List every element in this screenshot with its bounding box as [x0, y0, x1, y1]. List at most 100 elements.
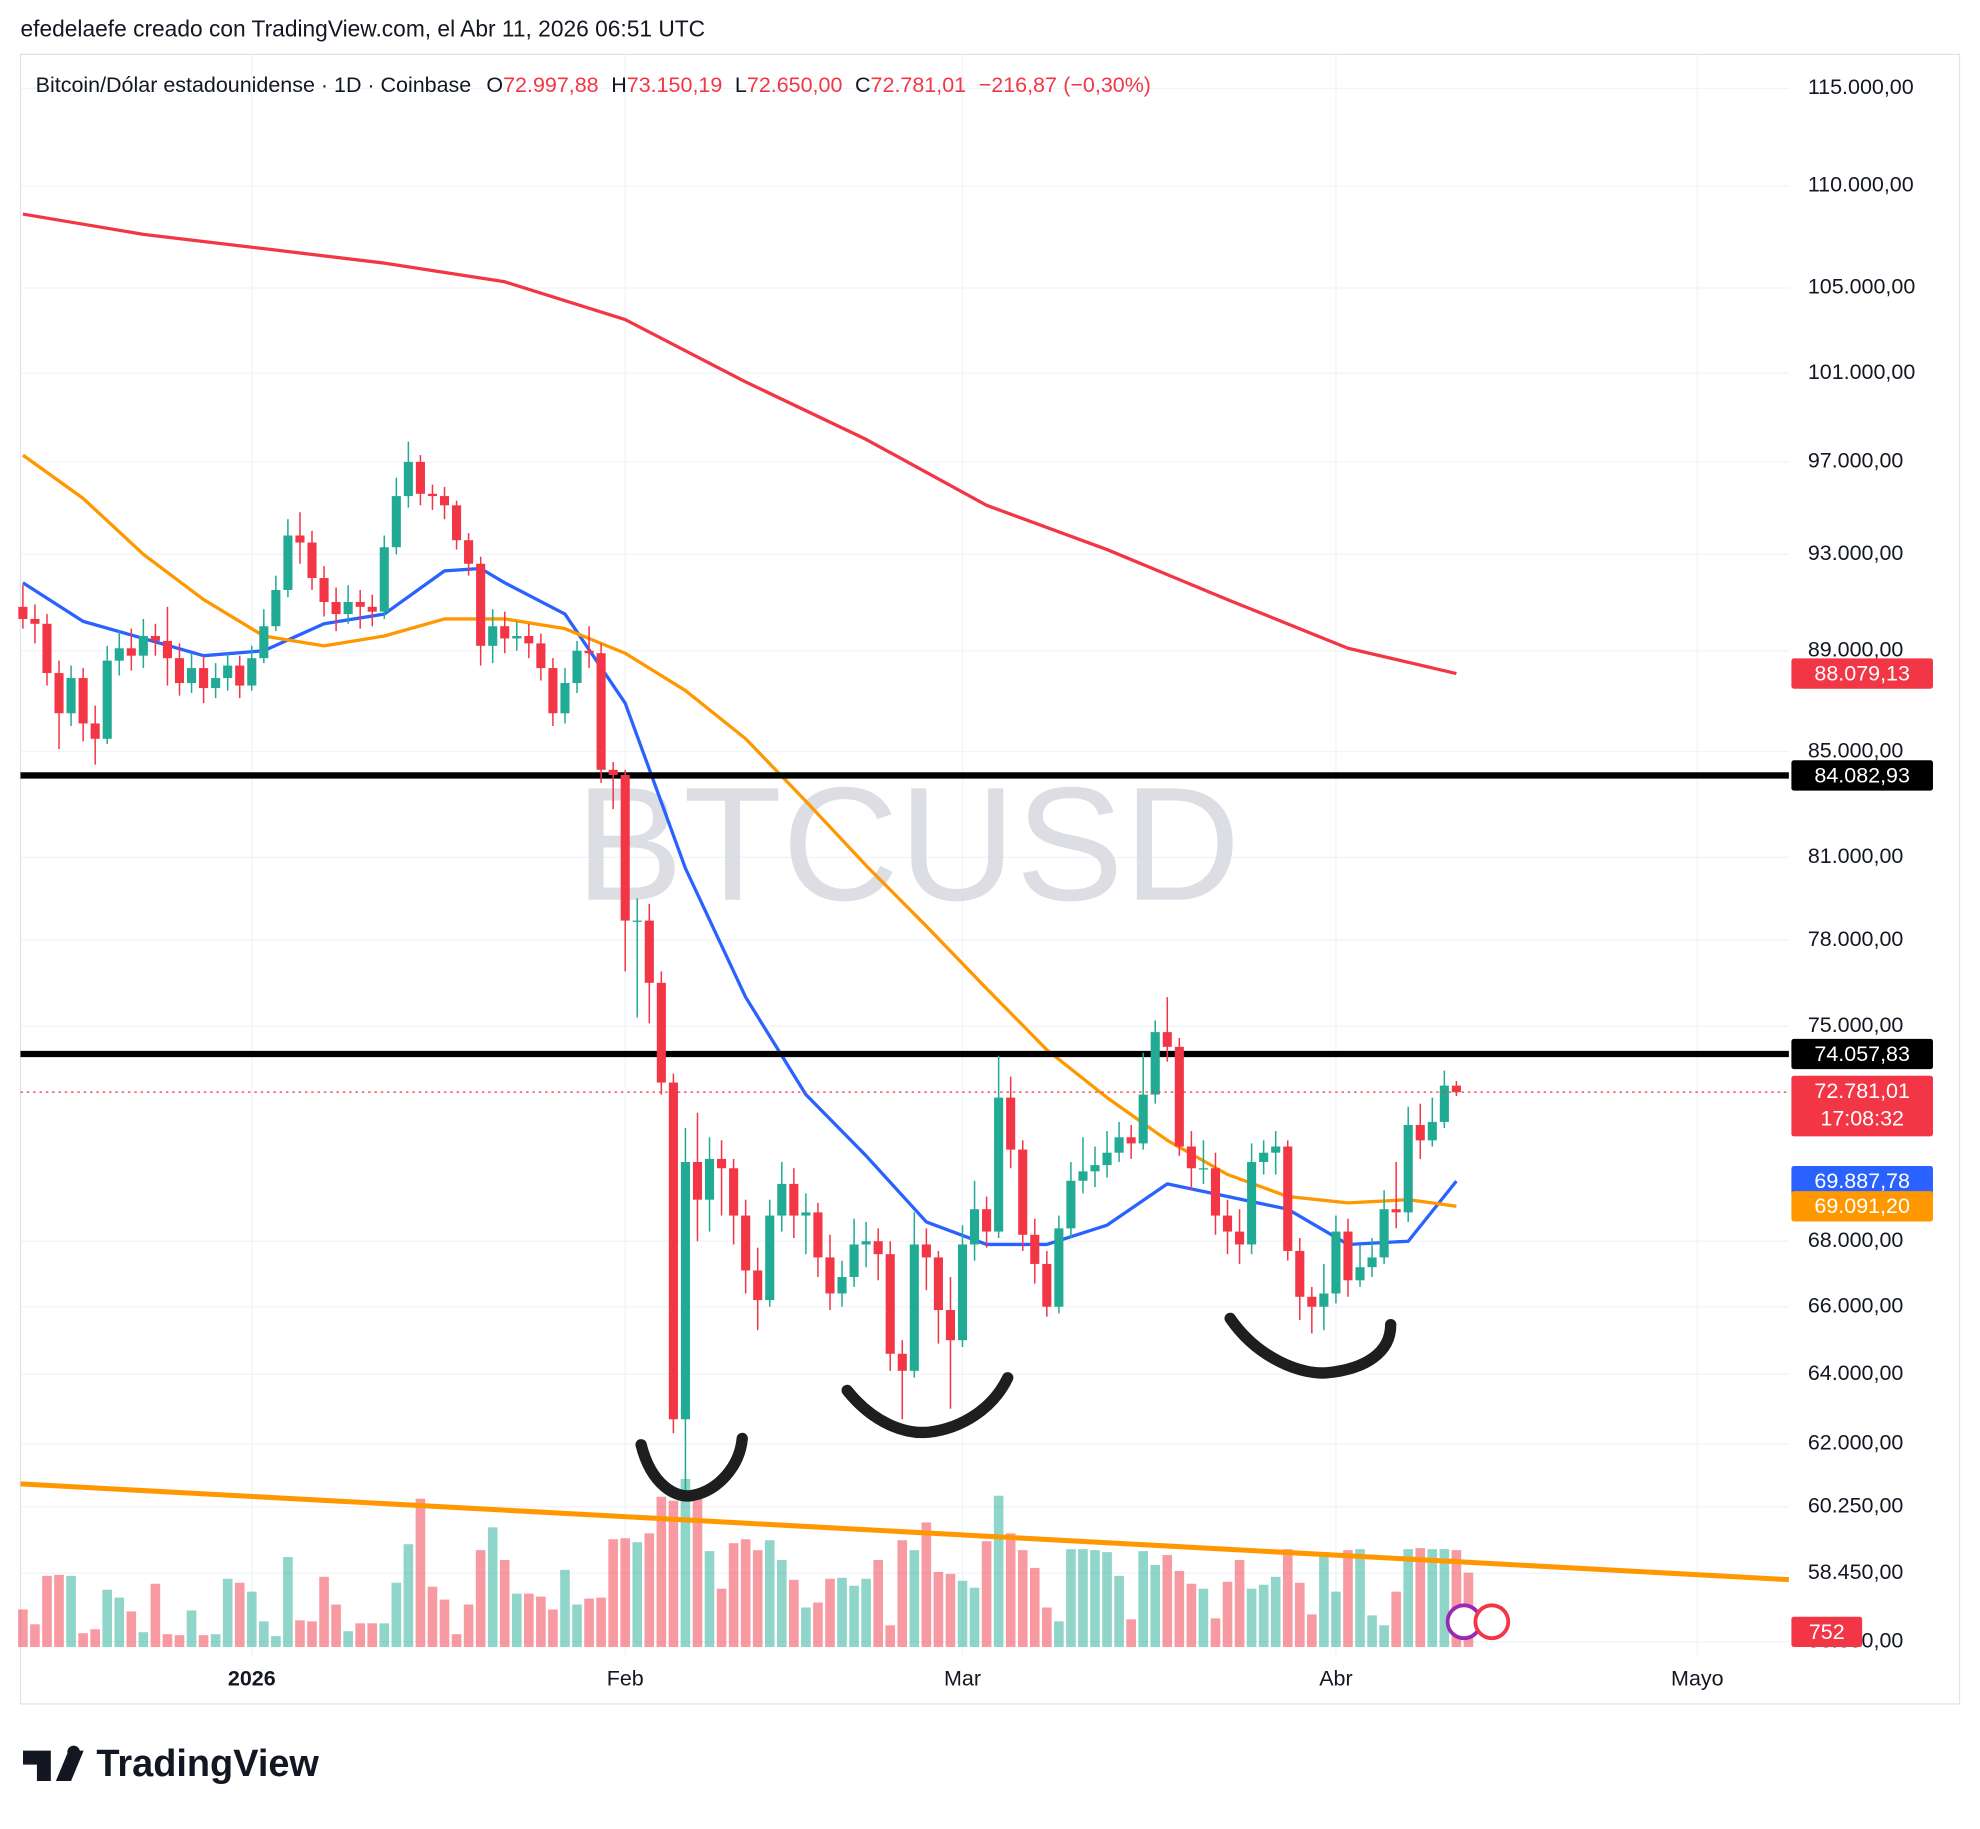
volume-bar	[777, 1560, 787, 1648]
smile-drawing	[1224, 1312, 1397, 1379]
candle-body	[343, 601, 353, 615]
candle-body	[704, 1158, 715, 1200]
legend-value: 73.150,19	[627, 73, 723, 97]
candle-body	[415, 461, 425, 494]
volume-bar	[511, 1593, 522, 1648]
candle-body	[403, 461, 413, 497]
candle-body	[379, 547, 389, 612]
candle-body	[1138, 1094, 1148, 1144]
candle-body	[126, 648, 136, 656]
volume-bar	[885, 1625, 896, 1648]
candle-body	[1355, 1267, 1365, 1281]
candle-body	[1295, 1250, 1305, 1297]
volume-bar	[1162, 1555, 1173, 1648]
volume-bar	[716, 1588, 727, 1648]
volume-bar	[1210, 1618, 1221, 1648]
volume-bar	[1078, 1549, 1088, 1648]
volume-bar	[487, 1527, 498, 1648]
x-tick-label: Feb	[607, 1667, 644, 1691]
watermark: BTCUSD	[575, 755, 1240, 935]
volume-bar	[1042, 1607, 1052, 1648]
volume-bar	[1415, 1548, 1426, 1648]
candle-body	[186, 668, 197, 684]
volume-bar	[162, 1634, 173, 1648]
volume-bar	[1090, 1550, 1100, 1648]
candle-body	[1054, 1228, 1064, 1307]
volume-bar	[198, 1635, 209, 1648]
candle-body	[1222, 1215, 1233, 1232]
volume-bar	[42, 1575, 52, 1648]
candle-body	[909, 1244, 919, 1371]
candle-body	[235, 665, 245, 686]
candle-body	[632, 920, 642, 922]
legend-change: −216,87	[979, 73, 1057, 97]
volume-bar	[451, 1634, 462, 1648]
y-tick-label: 64.000,00	[1808, 1361, 1904, 1385]
candle-body	[765, 1215, 775, 1301]
candle-body	[1006, 1097, 1016, 1150]
trendline	[20, 1481, 1790, 1583]
candle-body	[307, 542, 317, 579]
volume-bar	[186, 1610, 197, 1648]
volume-bar	[1017, 1550, 1028, 1648]
volume-bar	[307, 1621, 317, 1648]
legend-key: L	[735, 73, 747, 97]
volume-bar	[704, 1551, 715, 1648]
legend-value: 72.650,00	[747, 73, 843, 97]
volume-tag-bg	[1791, 1616, 1863, 1648]
candle-body	[1247, 1162, 1257, 1245]
volume-bar	[740, 1539, 751, 1648]
candle-body	[223, 665, 233, 679]
candle-body	[1198, 1168, 1208, 1170]
volume-bar	[271, 1636, 281, 1648]
candle-body	[560, 683, 570, 714]
volume-bar	[1186, 1583, 1197, 1648]
volume-bar	[813, 1602, 823, 1648]
candle-body	[30, 618, 40, 624]
moving-average	[22, 212, 1457, 676]
volume-bar	[475, 1550, 486, 1648]
candle-body	[319, 578, 329, 602]
y-tick-label: 115.000,00	[1808, 75, 1914, 99]
volume-bar	[536, 1596, 546, 1648]
candle-body	[367, 606, 377, 612]
candle-body	[741, 1215, 751, 1271]
candle-body	[885, 1254, 895, 1354]
volume-bar	[331, 1604, 341, 1648]
candle-body	[1391, 1209, 1401, 1213]
y-tick-label: 110.000,00	[1808, 173, 1914, 197]
volume-bar	[897, 1540, 908, 1648]
candle-body	[789, 1183, 799, 1216]
volume-bar	[849, 1585, 859, 1648]
candle-body	[102, 660, 112, 739]
event-icon[interactable]	[1473, 1603, 1511, 1641]
candle-body	[994, 1097, 1004, 1232]
candle-body	[572, 650, 582, 684]
y-tick-label: 105.000,00	[1808, 275, 1916, 299]
volume-bar	[668, 1500, 679, 1648]
candle-body	[1210, 1168, 1221, 1216]
candle-body	[1042, 1263, 1052, 1307]
candle-body	[596, 653, 606, 770]
volume-bar	[969, 1587, 980, 1648]
x-tick-label: Abr	[1319, 1667, 1352, 1691]
volume-bar	[1451, 1550, 1462, 1648]
volume-bar	[584, 1598, 594, 1648]
volume-bar	[391, 1582, 402, 1648]
plot-area	[18, 212, 1790, 1648]
smile-drawing	[841, 1372, 1014, 1439]
volume-bar	[319, 1576, 329, 1648]
candle-body	[1018, 1149, 1028, 1235]
legend-value: 72.781,01	[871, 73, 967, 97]
volume-bar	[1367, 1615, 1377, 1648]
volume-bar	[837, 1577, 847, 1648]
candle-body	[1066, 1180, 1076, 1229]
candle-body	[825, 1257, 835, 1294]
volume-bar	[1198, 1588, 1209, 1648]
price-tag: 69.887,78	[1814, 1169, 1910, 1193]
candle-body	[295, 535, 305, 543]
volume-bar	[1294, 1582, 1305, 1648]
volume-bar	[499, 1560, 510, 1648]
